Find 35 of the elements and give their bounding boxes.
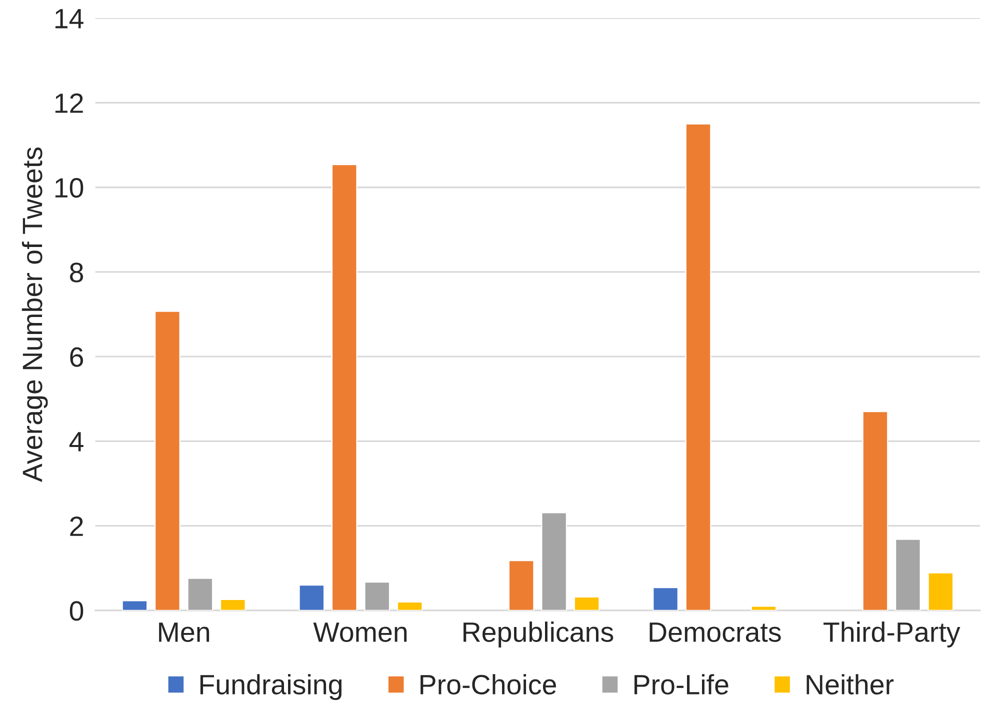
bar	[331, 164, 358, 610]
y-tick-label: 6	[70, 347, 84, 367]
bar	[396, 601, 423, 610]
y-tick-label: 12	[55, 93, 83, 113]
y-tick-label: 4	[69, 432, 84, 452]
x-tick-label: Republicans	[464, 622, 614, 648]
bar	[508, 560, 534, 610]
y-axis-title: Average Number of Tweets	[22, 147, 48, 482]
bar	[187, 578, 214, 610]
x-tick-label: Third-Party	[824, 622, 960, 648]
bar	[220, 598, 246, 610]
y-tick-label: 2	[70, 516, 83, 536]
y-tick-label: 8	[70, 262, 84, 282]
legend-label: Fundraising	[200, 674, 342, 700]
bar	[154, 310, 180, 610]
bar	[928, 572, 954, 610]
bar	[541, 512, 568, 610]
y-tick-label: 10	[55, 178, 84, 198]
bar	[685, 123, 712, 610]
x-tick-label: Democrats	[650, 622, 781, 642]
bar	[895, 538, 921, 610]
bar	[574, 596, 600, 610]
bar	[652, 587, 678, 610]
bar	[862, 411, 888, 610]
x-tick-label: Women	[313, 622, 407, 642]
bar	[298, 584, 325, 610]
legend-label: Neither	[806, 674, 894, 695]
bar	[750, 606, 777, 610]
y-tick-label: 14	[55, 9, 84, 28]
legend-label: Pro-Life	[634, 674, 728, 695]
x-tick-label: Men	[159, 622, 210, 642]
legend-label: Pro-Choice	[420, 674, 556, 695]
bar	[364, 582, 390, 610]
bar	[122, 600, 148, 610]
y-tick-label: 0	[70, 601, 84, 621]
